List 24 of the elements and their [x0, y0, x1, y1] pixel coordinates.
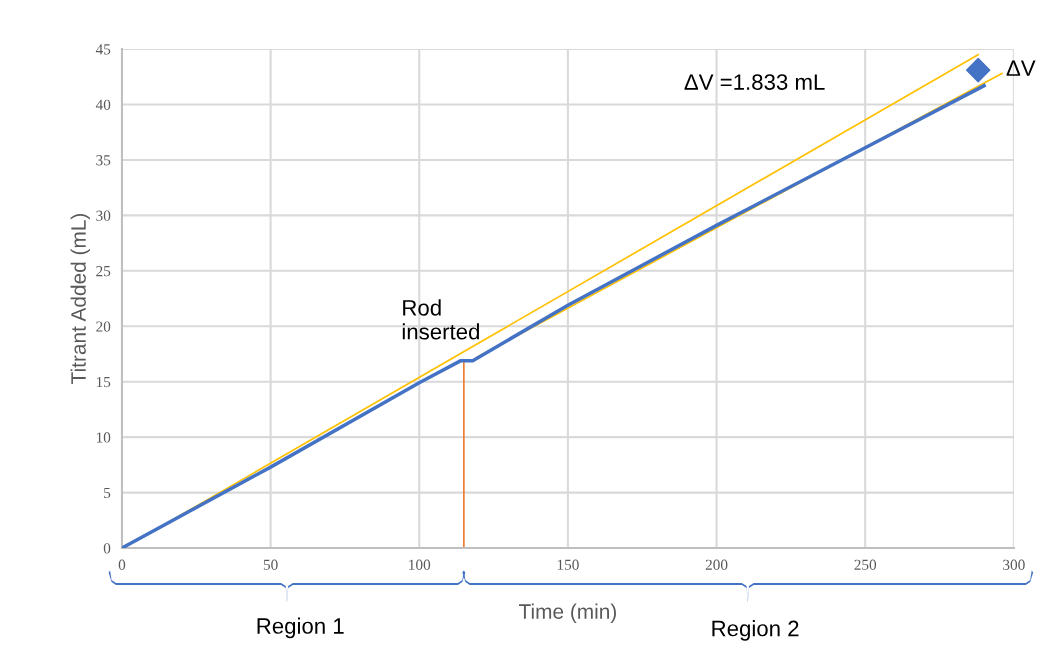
- y-tick-label: 35: [96, 155, 111, 166]
- y-tick-label: 15: [96, 376, 111, 388]
- text: Region 2: [712, 620, 799, 641]
- x-tick-label: 100: [409, 559, 431, 570]
- y-tick-label: 30: [96, 210, 111, 221]
- y-axis-title: Titrant Added (mL): [70, 213, 90, 384]
- annotation: Rod inserted: [402, 299, 479, 340]
- x-tick-label: 50: [263, 559, 278, 570]
- x-tick-label: 300: [1003, 559, 1025, 570]
- y-tick-label: 45: [95, 44, 111, 55]
- x-tick-label: 250: [854, 559, 877, 570]
- y-tick-label: 10: [96, 432, 111, 443]
- y-tick-label: 40: [95, 99, 111, 110]
- y-tick-label: 5: [104, 487, 111, 499]
- x-tick-label: 150: [557, 559, 579, 570]
- text: Region 1: [257, 617, 344, 639]
- annotation: ΔV =1.833 mL: [684, 74, 825, 90]
- y-tick-label: 25: [96, 266, 111, 277]
- x-axis-title: Time (min): [519, 603, 616, 623]
- x-tick-label: 200: [705, 559, 728, 570]
- y-tick-label: 20: [96, 321, 111, 332]
- x-tick-label: 0: [118, 559, 126, 570]
- y-tick-label: 0: [103, 543, 111, 554]
- annotation: ΔV: [1006, 60, 1036, 76]
